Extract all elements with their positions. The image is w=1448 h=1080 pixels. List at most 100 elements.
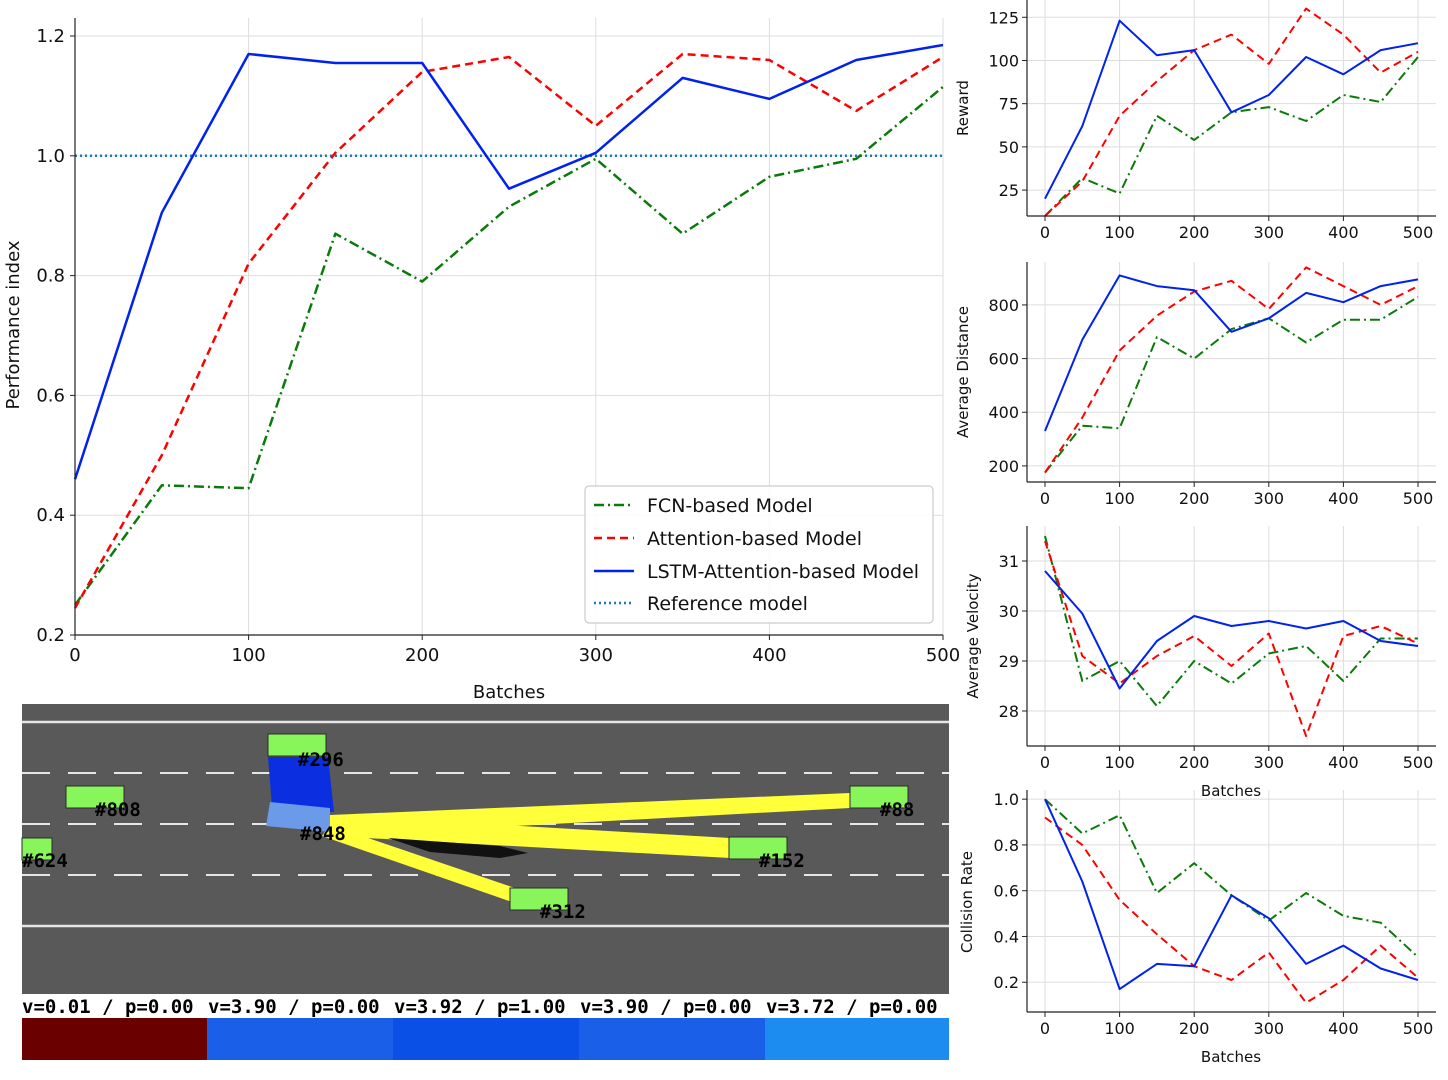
reward-ytick-label-3: 100 [988, 51, 1019, 70]
vehicle-624 [21, 837, 53, 861]
collision-y-axis-label: Collision Rate [958, 851, 976, 953]
reward-ticks: 0 100 200 300 400 500 25 50 75 100 125 [988, 8, 1433, 242]
velocity-series-lstm-attention-based-model [1044, 570, 1419, 690]
legend-label-fcn: FCN-based Model [647, 495, 813, 517]
status-text-5: v=3.72 / p=0.00 [766, 996, 938, 1018]
average-distance-chart: 0 100 200 300 400 500 200 400 600 800 Average Dis… [954, 262, 1436, 508]
main-ytick-label-1: 0.4 [36, 505, 65, 526]
ego-vehicle [266, 802, 330, 832]
reward-xtick-label-100: 100 [1104, 223, 1135, 242]
velocity-series [1044, 535, 1419, 737]
distance-y-axis-label: Average Distance [954, 306, 972, 438]
reward-xtick-label-400: 400 [1328, 223, 1359, 242]
status-text-4: v=3.90 / p=0.00 [580, 996, 752, 1018]
distance-xtick-label-200: 200 [1179, 489, 1210, 508]
main-xtick-label-100: 100 [231, 645, 265, 666]
main-series-fcn-based-model [73, 85, 944, 606]
distance-xtick-label-500: 500 [1403, 489, 1434, 508]
legend-label-reference: Reference model [647, 593, 808, 615]
collision-series-lstm-attention-based-model [1044, 798, 1419, 991]
main-series-attention-based-model [73, 52, 944, 609]
legend-label-lstm: LSTM-Attention-based Model [647, 561, 919, 583]
distance-series-lstm-attention-based-model [1044, 274, 1419, 432]
ego-trail [268, 757, 334, 812]
main-x-axis-label: Batches [473, 682, 545, 703]
collision-ticks: 0 100 200 300 400 500 0.2 0.4 0.6 0.8 1.0 [994, 790, 1434, 1038]
main-legend: FCN-based Model Attention-based Model LS… [584, 485, 934, 624]
vehicle-88-label: #88 [880, 799, 914, 821]
status-text-2: v=3.90 / p=0.00 [208, 996, 380, 1018]
collision-ytick-label-4: 1.0 [994, 790, 1019, 809]
vehicle-808-label: #808 [95, 799, 141, 821]
reward-xtick-label-200: 200 [1179, 223, 1210, 242]
velocity-xtick-label-0: 0 [1040, 753, 1050, 772]
reward-series-fcn-based-model [1044, 56, 1419, 217]
velocity-xtick-label-500: 500 [1403, 753, 1434, 772]
vehicle-88 [849, 785, 909, 809]
collision-ytick-label-2: 0.6 [994, 882, 1019, 901]
status-cell-4 [579, 1018, 765, 1060]
status-cell-1 [22, 1018, 207, 1060]
distance-ytick-label-1: 400 [988, 403, 1019, 422]
vehicle-152-label: #152 [759, 850, 805, 872]
status-text-1: v=0.01 / p=0.00 [22, 996, 194, 1018]
reward-series [1044, 7, 1419, 217]
main-series [73, 43, 944, 609]
status-cell-3 [393, 1018, 579, 1060]
distance-ytick-label-0: 200 [988, 457, 1019, 476]
velocity-xtick-label-400: 400 [1328, 753, 1359, 772]
collision-axes [1026, 790, 1436, 1013]
velocity-series-attention-based-model [1044, 540, 1419, 737]
main-ytick-label-5: 1.2 [36, 26, 65, 47]
reward-ytick-label-2: 75 [999, 95, 1019, 114]
velocity-grid [1027, 526, 1436, 746]
velocity-xtick-label-100: 100 [1104, 753, 1135, 772]
performance-index-chart: 0 100 200 300 400 500 0.2 0.4 0.6 0.8 1.0 1.2 Batch… [3, 18, 960, 703]
collision-xtick-label-500: 500 [1403, 1019, 1434, 1038]
reward-series-attention-based-model [1044, 7, 1419, 217]
main-axes [74, 18, 943, 636]
ego-vehicle-label: #848 [300, 823, 346, 845]
status-cell-2 [207, 1018, 393, 1060]
velocity-ytick-label-2: 30 [999, 602, 1019, 621]
vehicle-624-label: #624 [22, 850, 68, 872]
main-ytick-label-3: 0.8 [36, 266, 65, 287]
vehicle-312 [509, 887, 569, 911]
collision-x-axis-label: Batches [1201, 1048, 1261, 1066]
main-ytick-label-0: 0.2 [36, 625, 65, 646]
collision-xtick-label-400: 400 [1328, 1019, 1359, 1038]
velocity-ytick-label-3: 31 [999, 552, 1019, 571]
main-ytick-label-4: 1.0 [36, 146, 65, 167]
status-text-3: v=3.92 / p=1.00 [394, 996, 566, 1018]
status-label-strip [22, 994, 949, 1018]
reward-y-axis-label: Reward [954, 80, 972, 136]
reward-ytick-label-1: 50 [999, 138, 1019, 157]
distance-xtick-label-0: 0 [1040, 489, 1050, 508]
velocity-x-axis-label: Batches [1201, 782, 1261, 800]
collision-rate-chart: 0 100 200 300 400 500 0.2 0.4 0.6 0.8 1.0 Collisio… [958, 790, 1436, 1066]
distance-ytick-label-3: 800 [988, 296, 1019, 315]
reward-axes [1026, 0, 1436, 217]
average-velocity-chart: 0 100 200 300 400 500 28 29 30 31 Average Velocit… [964, 526, 1436, 800]
ego-heading-arrow [388, 838, 528, 858]
reward-ytick-label-4: 125 [988, 8, 1019, 27]
collision-xtick-label-300: 300 [1254, 1019, 1285, 1038]
main-xtick-label-400: 400 [752, 645, 786, 666]
distance-ytick-label-2: 600 [988, 350, 1019, 369]
velocity-xtick-label-200: 200 [1179, 753, 1210, 772]
main-series-lstm-attention-based-model [73, 43, 944, 480]
main-ticks: 0 100 200 300 400 500 0.2 0.4 0.6 0.8 1.0 1.2 [36, 26, 960, 666]
distance-grid [1027, 262, 1436, 482]
collision-series-attention-based-model [1044, 816, 1419, 1004]
collision-ytick-label-1: 0.4 [994, 927, 1019, 946]
collision-series [1044, 798, 1419, 1004]
velocity-xtick-label-300: 300 [1254, 753, 1285, 772]
reward-xtick-label-0: 0 [1040, 223, 1050, 242]
reward-ytick-label-0: 25 [999, 181, 1019, 200]
status-cell-5 [765, 1018, 949, 1060]
traffic-simulation-view: #848 #296 #808 #624 #88 #152 #312 v=0.01… [21, 704, 949, 1060]
reward-xtick-label-300: 300 [1254, 223, 1285, 242]
distance-xtick-label-100: 100 [1104, 489, 1135, 508]
vehicle-296-label: #296 [298, 749, 344, 771]
